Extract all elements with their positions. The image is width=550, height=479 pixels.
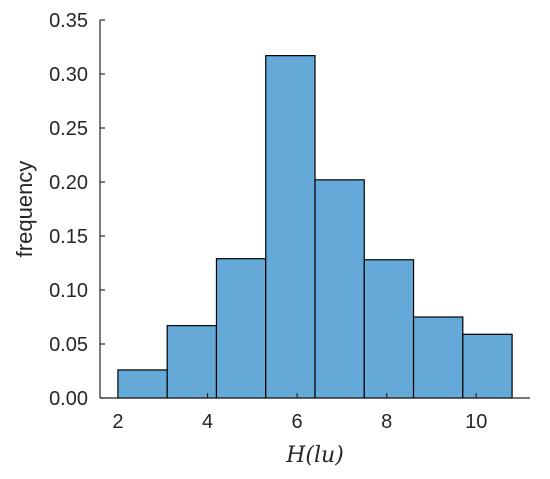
histogram-bar-6 — [363, 259, 415, 399]
y-tick-label: 0.20 — [49, 172, 88, 194]
histogram-bar-3 — [215, 258, 267, 399]
x-ticks-group: 2 4 6 8 10 — [112, 393, 487, 433]
y-tick-label: 0.30 — [49, 64, 88, 86]
x-tick-label: 2 — [112, 411, 123, 433]
y-axis-label: frequency — [12, 161, 37, 258]
y-tick-label: 0.35 — [49, 10, 88, 32]
histogram-bar-4 — [265, 55, 316, 399]
y-ticks-group: 0.00 0.05 0.10 0.15 0.20 0.25 0.30 0.35 — [49, 10, 105, 410]
y-tick-label: 0.05 — [49, 334, 88, 356]
y-tick-label: 0.15 — [49, 226, 88, 248]
y-tick-label: 0.00 — [49, 388, 88, 410]
x-tick-label: 4 — [202, 411, 213, 433]
x-tick-label: 8 — [381, 411, 392, 433]
x-tick-label: 6 — [292, 411, 303, 433]
histogram-bar-2 — [166, 325, 218, 399]
y-tick-label: 0.10 — [49, 280, 88, 302]
histogram-bar-7 — [412, 316, 464, 399]
x-axis-label: H(lu) — [285, 443, 344, 468]
x-tick-label: 10 — [465, 411, 487, 433]
histogram-bar-1 — [117, 369, 168, 399]
histogram-bar-5 — [314, 179, 365, 399]
bars-group — [117, 55, 513, 399]
histogram-bar-8 — [462, 333, 513, 399]
y-tick-label: 0.25 — [49, 118, 88, 140]
axes-group — [99, 20, 530, 399]
